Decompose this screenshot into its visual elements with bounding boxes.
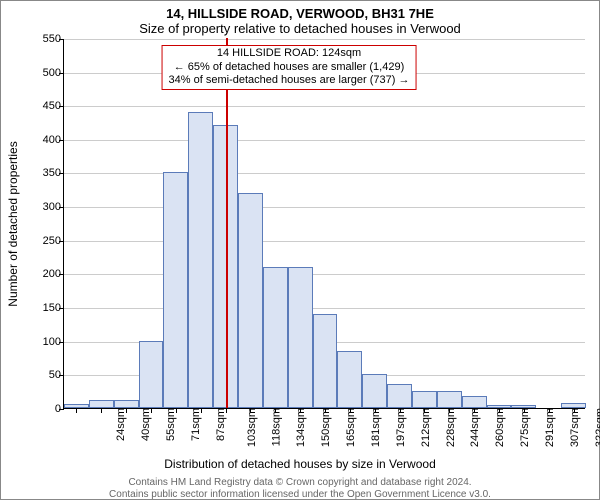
x-tick-mark bbox=[474, 408, 475, 413]
x-tick-label: 103sqm bbox=[246, 408, 258, 447]
x-tick-mark bbox=[201, 408, 202, 413]
y-axis-label: Number of detached properties bbox=[6, 141, 20, 306]
histogram-bar bbox=[387, 384, 412, 408]
annotation-line2: ← 65% of detached houses are smaller (1,… bbox=[169, 61, 410, 75]
y-tick-mark bbox=[59, 274, 64, 275]
x-tick-label: 212sqm bbox=[420, 408, 432, 447]
x-tick-mark bbox=[300, 408, 301, 413]
histogram-bar bbox=[114, 400, 139, 408]
y-tick-mark bbox=[59, 39, 64, 40]
x-tick-label: 197sqm bbox=[395, 408, 407, 447]
gridline-h bbox=[64, 106, 585, 107]
x-tick-mark bbox=[424, 408, 425, 413]
gridline-h bbox=[64, 140, 585, 141]
x-tick-mark bbox=[176, 408, 177, 413]
plot-row: Number of detached properties 0501001502… bbox=[15, 39, 585, 409]
x-tick-label: 165sqm bbox=[345, 408, 357, 447]
caption-line1: Contains HM Land Registry data © Crown c… bbox=[128, 477, 471, 488]
marker-vline bbox=[226, 38, 228, 408]
x-tick-label: 150sqm bbox=[320, 408, 332, 447]
histogram-bar bbox=[139, 341, 164, 408]
x-tick-label: 228sqm bbox=[445, 408, 457, 447]
gridline-h bbox=[64, 173, 585, 174]
x-tick-label: 291sqm bbox=[544, 408, 556, 447]
footer-caption: Contains HM Land Registry data © Crown c… bbox=[15, 477, 585, 500]
x-tick-label: 260sqm bbox=[494, 408, 506, 447]
x-tick-mark bbox=[524, 408, 525, 413]
x-tick-mark bbox=[449, 408, 450, 413]
y-tick-mark bbox=[59, 140, 64, 141]
x-tick-label: 244sqm bbox=[470, 408, 482, 447]
histogram-bar bbox=[163, 172, 188, 407]
x-tick-mark bbox=[275, 408, 276, 413]
y-tick-mark bbox=[59, 106, 64, 107]
chart-title-line1: 14, HILLSIDE ROAD, VERWOOD, BH31 7HE bbox=[15, 7, 585, 22]
x-tick-label: 181sqm bbox=[370, 408, 382, 447]
chart-title-line2: Size of property relative to detached ho… bbox=[15, 22, 585, 37]
y-tick-mark bbox=[59, 409, 64, 410]
x-tick-mark bbox=[549, 408, 550, 413]
annotation-line3: 34% of semi-detached houses are larger (… bbox=[169, 74, 410, 88]
y-tick-mark bbox=[59, 342, 64, 343]
caption-line2: Contains public sector information licen… bbox=[109, 489, 491, 500]
histogram-bar bbox=[288, 267, 313, 408]
histogram-bar bbox=[313, 314, 338, 408]
x-tick-mark bbox=[499, 408, 500, 413]
histogram-bar bbox=[337, 351, 362, 408]
x-tick-mark bbox=[126, 408, 127, 413]
x-tick-mark bbox=[350, 408, 351, 413]
x-tick-label: 134sqm bbox=[296, 408, 308, 447]
histogram-bar bbox=[188, 112, 213, 408]
x-tick-label: 307sqm bbox=[569, 408, 581, 447]
x-axis-label: Distribution of detached houses by size … bbox=[15, 457, 585, 471]
histogram-bar bbox=[412, 391, 437, 408]
gridline-h bbox=[64, 39, 585, 40]
y-tick-mark bbox=[59, 241, 64, 242]
annotation-box: 14 HILLSIDE ROAD: 124sqm ← 65% of detach… bbox=[162, 45, 417, 90]
histogram-bar bbox=[437, 391, 462, 408]
gridline-h bbox=[64, 241, 585, 242]
x-tick-mark bbox=[226, 408, 227, 413]
x-tick-mark bbox=[101, 408, 102, 413]
histogram-bar bbox=[362, 374, 387, 408]
histogram-bar bbox=[238, 193, 263, 408]
x-tick-mark bbox=[325, 408, 326, 413]
x-tick-mark bbox=[151, 408, 152, 413]
x-tick-label: 118sqm bbox=[270, 408, 282, 446]
gridline-h bbox=[64, 308, 585, 309]
y-tick-mark bbox=[59, 207, 64, 208]
gridline-h bbox=[64, 207, 585, 208]
histogram-bar bbox=[89, 400, 114, 408]
y-tick-mark bbox=[59, 375, 64, 376]
x-tick-label: 275sqm bbox=[519, 408, 531, 447]
y-tick-mark bbox=[59, 73, 64, 74]
plot-area: 24sqm40sqm55sqm71sqm87sqm103sqm118sqm134… bbox=[63, 39, 585, 409]
histogram-bar bbox=[462, 396, 487, 408]
x-tick-label: 322sqm bbox=[594, 408, 600, 447]
annotation-line1: 14 HILLSIDE ROAD: 124sqm bbox=[169, 47, 410, 61]
x-tick-mark bbox=[250, 408, 251, 413]
x-tick-mark bbox=[375, 408, 376, 413]
histogram-bar bbox=[263, 267, 288, 408]
x-tick-mark bbox=[76, 408, 77, 413]
y-axis-ticks: 050100150200250300350400450500550 bbox=[33, 39, 63, 409]
y-tick-mark bbox=[59, 173, 64, 174]
x-tick-mark bbox=[400, 408, 401, 413]
x-tick-mark bbox=[574, 408, 575, 413]
y-tick-mark bbox=[59, 308, 64, 309]
gridline-h bbox=[64, 274, 585, 275]
